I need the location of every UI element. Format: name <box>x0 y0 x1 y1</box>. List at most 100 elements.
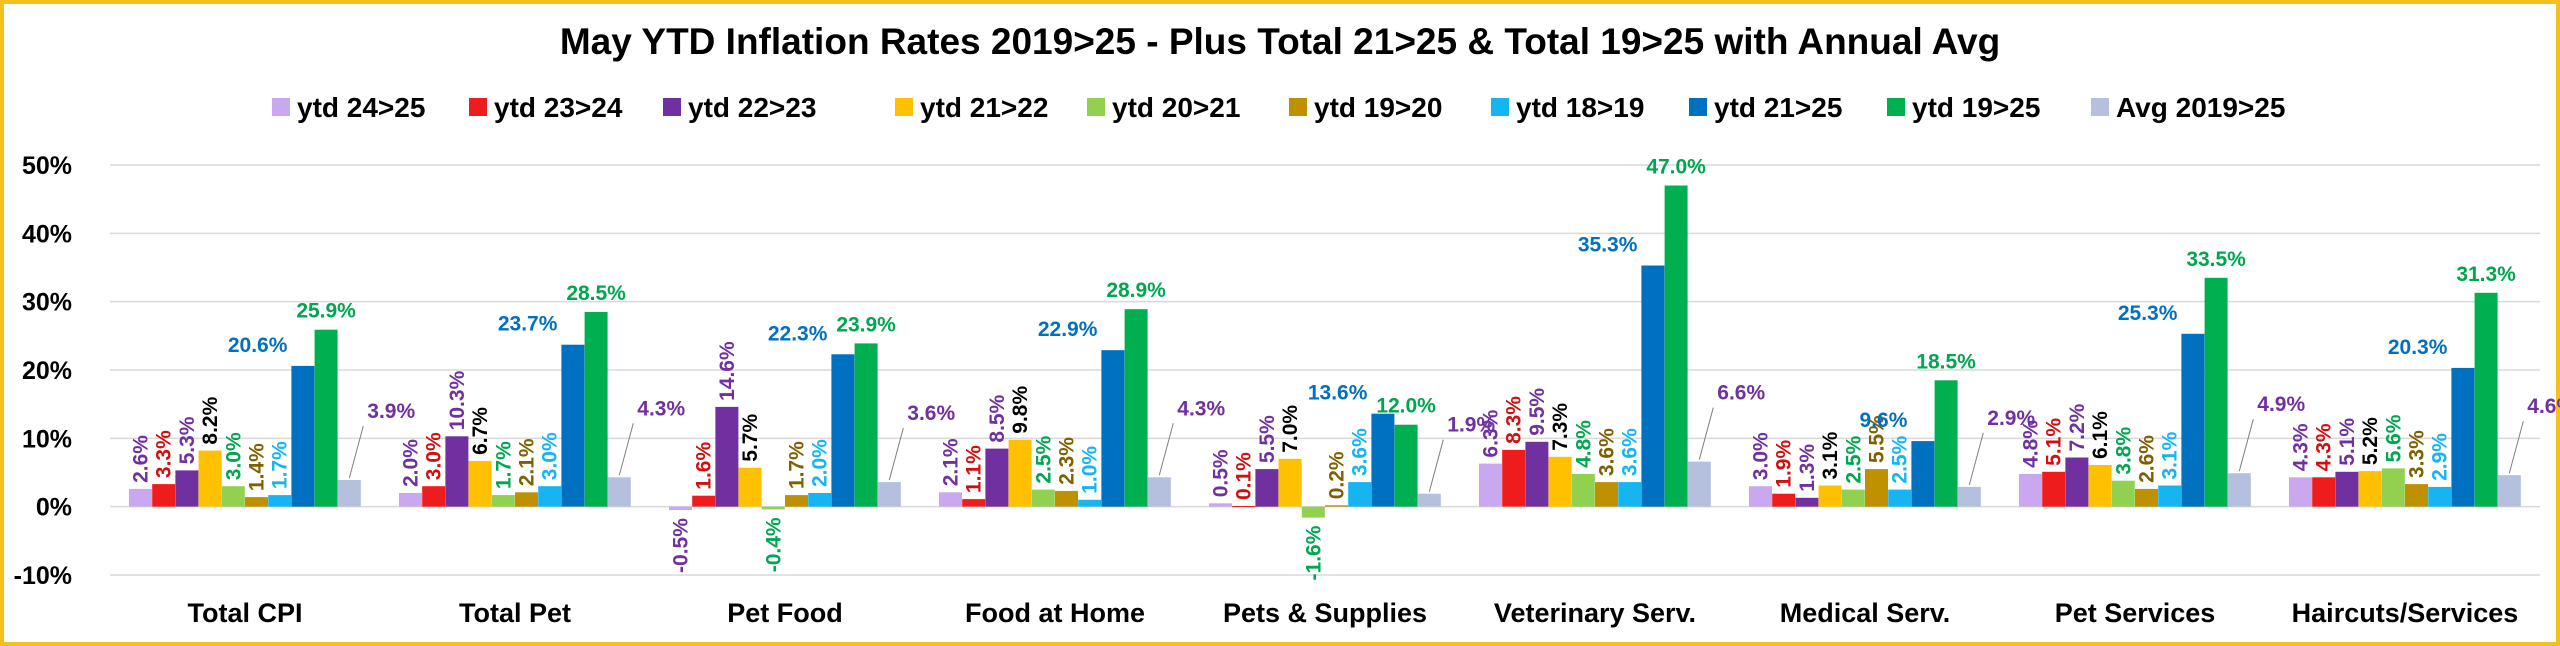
bar <box>1911 441 1935 507</box>
bar <box>2181 333 2205 507</box>
bar <box>1479 463 1502 507</box>
data-label: 25.3% <box>2118 302 2178 325</box>
bar <box>2019 473 2042 507</box>
bar <box>584 311 608 507</box>
bar <box>1255 469 1279 507</box>
data-label: 5.5% <box>1256 415 1279 463</box>
bar <box>692 495 716 507</box>
data-label: 9.5% <box>1526 388 1549 436</box>
bar <box>1278 458 1302 507</box>
bar <box>422 486 446 507</box>
bar <box>1618 482 1642 507</box>
leader-line <box>618 423 634 476</box>
data-label: 3.6% <box>1619 428 1642 476</box>
data-label: 2.3% <box>1056 437 1079 485</box>
bar <box>1934 380 1958 507</box>
data-label: 0.5% <box>1210 449 1233 497</box>
data-label: 2.6% <box>130 435 153 483</box>
data-label: 0.2% <box>1326 451 1349 499</box>
legend-swatch <box>895 98 913 116</box>
data-label: 3.6% <box>1596 428 1619 476</box>
data-label: 14.6% <box>716 341 739 401</box>
bar <box>152 484 176 507</box>
data-label: 5.1% <box>2043 418 2066 466</box>
legend-label: ytd 18>19 <box>1516 92 1644 123</box>
y-tick-label: 30% <box>22 289 72 317</box>
leader-line <box>1158 423 1174 476</box>
bar <box>2204 277 2228 507</box>
bar <box>669 506 692 511</box>
data-label: 2.9% <box>2429 433 2452 481</box>
category-label: Medical Serv. <box>1780 598 1951 628</box>
bar <box>2227 473 2251 507</box>
data-label: 9.8% <box>1009 386 1032 434</box>
data-label: 1.3% <box>1796 444 1819 492</box>
leader-line <box>1968 432 1984 485</box>
data-label: 3.3% <box>153 430 176 478</box>
y-tick-label: 40% <box>22 220 72 248</box>
bar <box>1687 461 1711 507</box>
data-label: 20.6% <box>228 334 288 357</box>
legend-label: ytd 21>25 <box>1714 92 1842 123</box>
data-label: 4.6% <box>2527 395 2560 418</box>
bar <box>1301 506 1325 518</box>
bar <box>1147 477 1171 507</box>
data-label: 4.3% <box>637 397 685 420</box>
data-label: 4.3% <box>2313 423 2336 471</box>
legend-swatch <box>1289 98 1307 116</box>
data-label: 8.3% <box>1503 396 1526 444</box>
data-label: 1.7% <box>786 441 809 489</box>
bar <box>1957 486 1981 507</box>
data-label: 7.2% <box>2066 403 2089 451</box>
data-label: 18.5% <box>1916 350 1976 373</box>
data-label: 13.6% <box>1308 382 1368 405</box>
bar <box>939 492 962 507</box>
leader-line <box>2238 419 2254 472</box>
data-label: -0.4% <box>762 517 785 572</box>
legend-label: ytd 21>22 <box>920 92 1048 123</box>
legend-swatch <box>1491 98 1509 116</box>
bar <box>2312 477 2336 507</box>
data-label: 5.6% <box>2382 414 2405 462</box>
data-label: 0.1% <box>1233 452 1256 500</box>
bar <box>2289 477 2312 507</box>
y-axis: 50% 40% 30% 20% 10% 0% -10% <box>14 152 72 590</box>
bar <box>1548 456 1572 507</box>
y-tick-label: 10% <box>22 425 72 453</box>
data-label: 3.1% <box>2159 431 2182 479</box>
data-label: 47.0% <box>1646 156 1706 179</box>
legend-swatch <box>272 98 290 116</box>
category-label: Total Pet <box>459 598 571 628</box>
bar <box>1417 493 1441 507</box>
bar <box>1394 424 1418 507</box>
category-label: Food at Home <box>965 598 1145 628</box>
data-label: 4.3% <box>1177 397 1225 420</box>
data-label: 22.3% <box>768 322 828 345</box>
data-label: 28.9% <box>1106 279 1166 302</box>
data-label: 4.8% <box>2020 420 2043 468</box>
bar <box>129 488 152 507</box>
category-label: Pet Food <box>727 598 843 628</box>
x-axis: Total CPI Total Pet Pet Food Food at Home Pe… <box>187 598 2518 628</box>
bar <box>1841 489 1865 507</box>
data-label: 3.3% <box>2406 430 2429 478</box>
bar <box>2111 480 2135 507</box>
bar <box>445 436 469 507</box>
data-label: 22.9% <box>1038 318 1098 341</box>
category-label: Total CPI <box>187 598 302 628</box>
bar <box>245 497 268 507</box>
bar <box>1772 493 1796 507</box>
data-label: 10.3% <box>446 370 469 430</box>
bar <box>515 492 538 507</box>
data-label: 28.5% <box>566 282 626 305</box>
data-label: 6.7% <box>469 407 492 455</box>
chart-title: May YTD Inflation Rates 2019>25 - Plus T… <box>560 21 2000 62</box>
data-label: 2.9% <box>1987 407 2035 430</box>
bar <box>785 495 808 507</box>
data-label: 23.7% <box>498 313 558 336</box>
data-label: 1.7% <box>269 441 292 489</box>
data-label: 3.0% <box>423 432 446 480</box>
category-label: Pets & Supplies <box>1223 598 1427 628</box>
bar <box>985 448 1009 507</box>
data-label: 35.3% <box>1578 234 1638 257</box>
